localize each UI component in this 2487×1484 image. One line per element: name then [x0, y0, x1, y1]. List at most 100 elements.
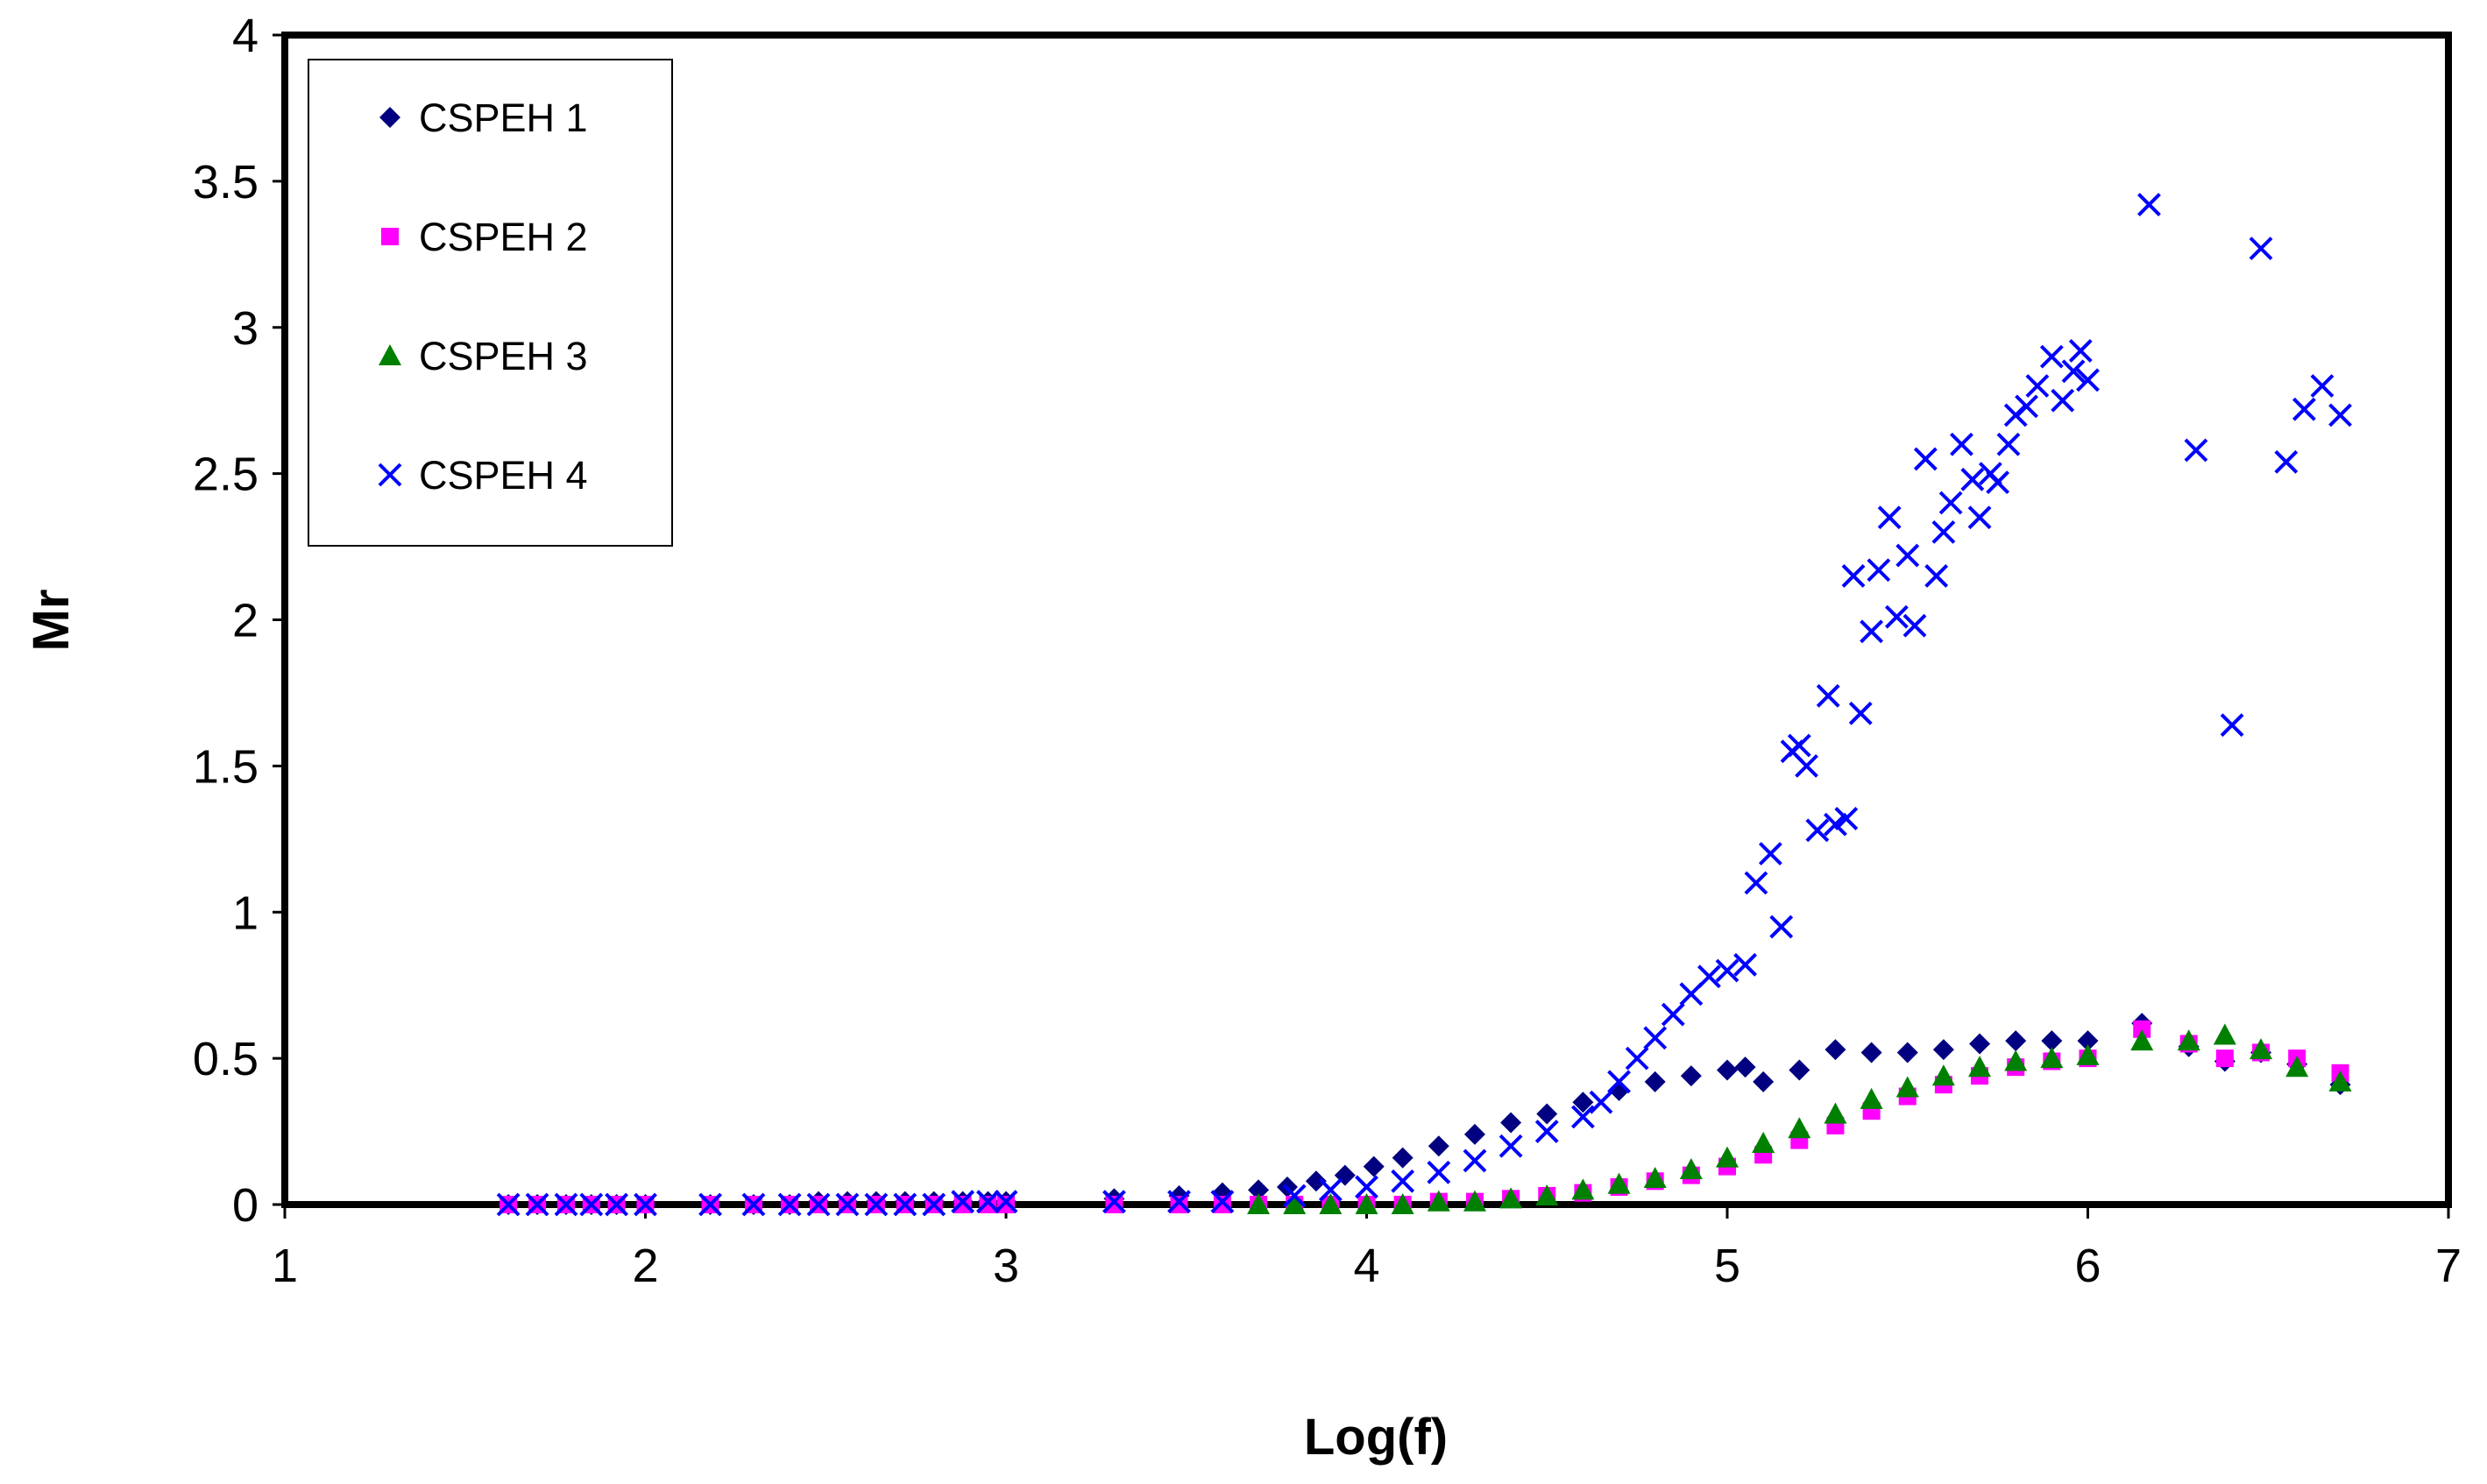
- data-point: [2077, 1030, 2099, 1052]
- data-point: [979, 1196, 997, 1213]
- y-tick-label: 0: [232, 1179, 259, 1232]
- data-point: [1535, 1184, 1559, 1206]
- data-point: [1950, 432, 1973, 456]
- data-point: [525, 1192, 549, 1217]
- y-axis-title: Mr: [23, 590, 80, 652]
- data-point: [698, 1192, 722, 1217]
- legend-box: [308, 59, 673, 547]
- data-point: [976, 1190, 1000, 1214]
- x-tick-label: 7: [2435, 1240, 2462, 1292]
- data-point: [1572, 1092, 1594, 1113]
- data-point: [1283, 1193, 1307, 1215]
- legend-label: CSPEH 1: [419, 95, 588, 140]
- data-point: [2310, 374, 2335, 398]
- y-tick-label: 4: [232, 10, 259, 62]
- data-point: [1428, 1135, 1449, 1157]
- data-point: [1282, 1184, 1307, 1208]
- data-point: [1841, 564, 1866, 588]
- data-point: [1392, 1147, 1414, 1169]
- data-point: [1795, 753, 1818, 778]
- data-point: [605, 1192, 628, 1217]
- data-point: [1895, 1076, 1919, 1098]
- data-point: [1715, 958, 1739, 983]
- data-point: [1967, 505, 1992, 530]
- data-point: [864, 1192, 889, 1217]
- data-point: [1744, 871, 1768, 895]
- data-point: [1643, 1166, 1667, 1189]
- data-point: [1932, 1039, 1954, 1061]
- data-point: [1570, 1105, 1595, 1129]
- data-point: [2005, 1030, 2027, 1052]
- data-point: [1679, 1157, 1703, 1179]
- data-point: [951, 1190, 975, 1214]
- data-point: [2215, 1049, 2234, 1068]
- data-point: [1170, 1196, 1188, 1213]
- data-point: [1938, 491, 1963, 515]
- legend-item: CSPEH 3: [379, 334, 588, 378]
- y-tick-label: 3: [232, 302, 259, 355]
- data-point: [1571, 1178, 1595, 1200]
- data-point: [1860, 1042, 1882, 1064]
- y-tick-label: 1: [232, 887, 259, 939]
- data-point: [1716, 1146, 1739, 1168]
- y-tick-label: 2: [232, 595, 259, 647]
- data-point: [1318, 1177, 1343, 1202]
- legend-label: CSPEH 4: [419, 453, 588, 498]
- data-point: [1960, 467, 1985, 491]
- data-point: [1996, 432, 2021, 456]
- data-point: [893, 1192, 918, 1217]
- data-point: [1534, 1120, 1559, 1143]
- data-point: [1848, 701, 1873, 725]
- data-point: [1816, 683, 1840, 708]
- data-point: [2249, 237, 2273, 261]
- legend-item: CSPEH 4: [378, 453, 588, 498]
- legend-item: CSPEH 2: [381, 215, 588, 259]
- data-point: [1499, 1187, 1523, 1209]
- data-point: [1463, 1190, 1486, 1212]
- data-point: [2292, 397, 2316, 421]
- x-tick-label: 3: [993, 1240, 1019, 1292]
- data-point: [1734, 1056, 1756, 1078]
- data-point: [1105, 1196, 1123, 1213]
- data-point: [1824, 812, 1847, 837]
- data-point: [1769, 915, 1794, 939]
- data-point: [554, 1192, 578, 1217]
- x-tick-label: 6: [2074, 1240, 2101, 1292]
- data-point: [634, 1192, 657, 1217]
- data-point: [2076, 1043, 2100, 1065]
- data-point: [741, 1192, 766, 1217]
- data-point: [496, 1192, 521, 1217]
- data-point: [1607, 1172, 1631, 1194]
- data-point: [1305, 1170, 1327, 1192]
- data-point: [2015, 394, 2038, 419]
- data-point: [2177, 1029, 2200, 1051]
- data-point: [2130, 1029, 2154, 1051]
- legend-label: CSPEH 2: [419, 215, 588, 259]
- data-point: [1355, 1193, 1378, 1215]
- data-point: [1210, 1190, 1235, 1214]
- legend-marker: [381, 228, 399, 245]
- data-point: [1463, 1148, 1487, 1173]
- legend-marker: [379, 107, 400, 128]
- y-tick-label: 2.5: [193, 449, 259, 501]
- data-point: [1680, 1065, 1702, 1087]
- data-point: [777, 1192, 802, 1217]
- data-point: [2184, 438, 2208, 463]
- data-point: [1248, 1179, 1270, 1201]
- data-point: [1931, 1064, 1955, 1086]
- data-point: [835, 1192, 860, 1217]
- data-point: [997, 1196, 1015, 1213]
- legend-label: CSPEH 3: [419, 334, 588, 378]
- data-point: [1536, 1103, 1558, 1125]
- data-point: [1824, 1102, 1847, 1124]
- data-point: [2285, 1056, 2309, 1078]
- data-point: [1895, 543, 1920, 568]
- data-point: [2004, 1049, 2028, 1071]
- data-point: [1607, 1070, 1631, 1094]
- data-point: [2250, 1038, 2273, 1060]
- data-point: [1499, 1134, 1523, 1158]
- x-tick-label: 2: [632, 1240, 658, 1292]
- data-point: [1758, 842, 1782, 866]
- series-4: [496, 193, 2352, 1217]
